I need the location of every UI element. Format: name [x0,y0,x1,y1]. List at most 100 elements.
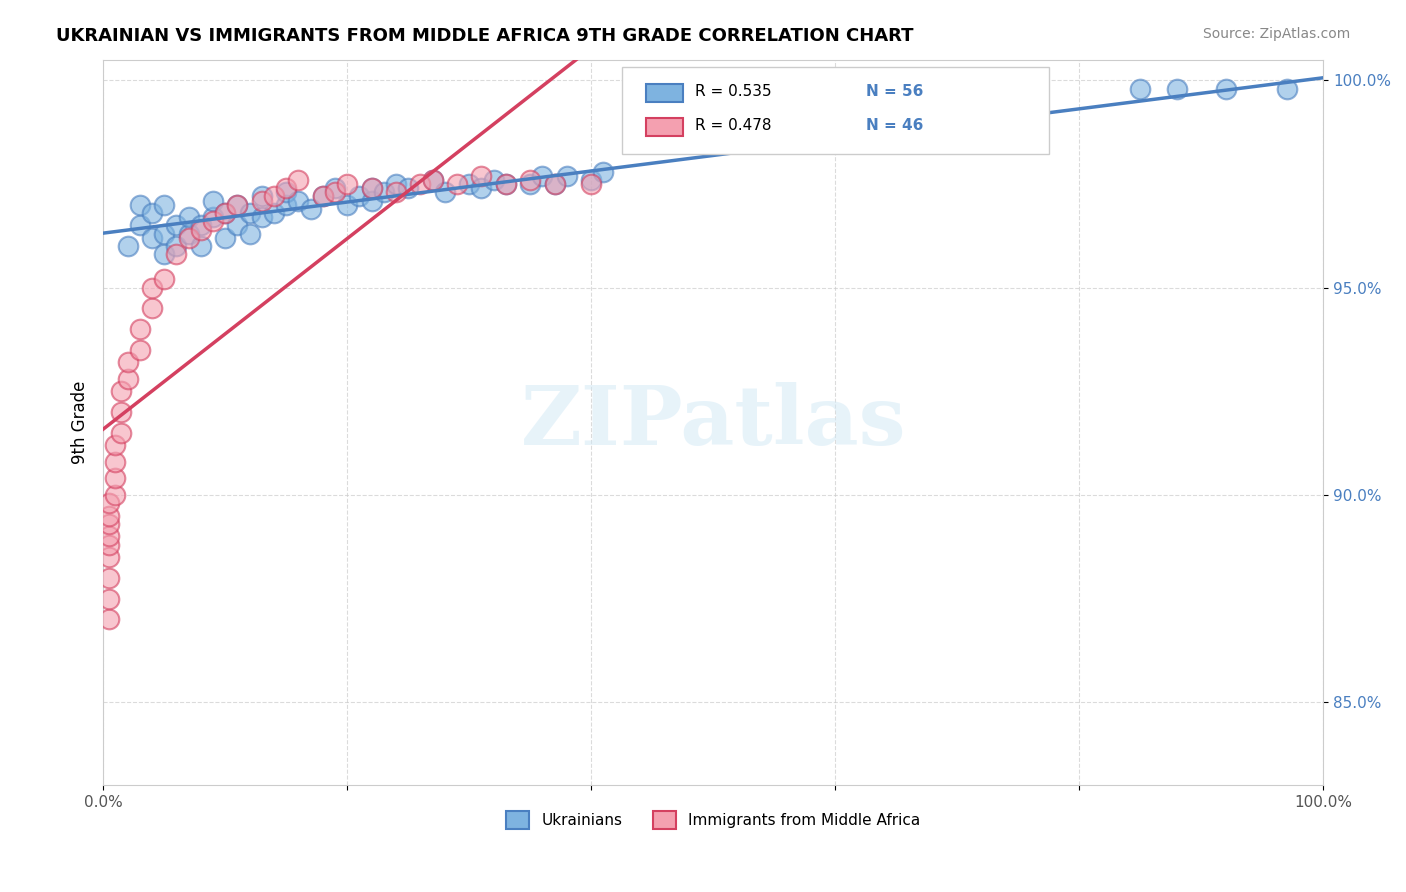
Point [250,189,273,203]
Point [165,247,187,261]
Point [110,384,132,399]
Point [592,164,614,178]
Point [287,194,309,208]
Point [104,488,127,502]
Text: UKRAINIAN VS IMMIGRANTS FROM MIDDLE AFRICA 9TH GRADE CORRELATION CHART: UKRAINIAN VS IMMIGRANTS FROM MIDDLE AFRI… [56,27,914,45]
FancyBboxPatch shape [647,84,683,102]
Point [495,177,517,191]
Point [1215,81,1237,95]
Point [238,227,260,241]
Point [531,169,554,183]
Point [226,197,249,211]
Point [543,177,565,191]
Point [110,425,132,440]
Point [360,181,382,195]
Point [312,189,335,203]
Point [104,438,127,452]
Point [226,197,249,211]
Point [349,189,371,203]
Point [201,210,224,224]
Point [409,177,432,191]
Text: Source: ZipAtlas.com: Source: ZipAtlas.com [1202,27,1350,41]
Point [98,516,121,531]
Point [214,206,236,220]
Point [323,186,346,200]
Point [190,239,212,253]
Point [141,206,163,220]
Point [214,206,236,220]
Point [141,301,163,316]
Point [470,169,492,183]
Point [446,177,468,191]
Point [226,219,249,233]
Point [190,219,212,233]
Point [117,355,139,369]
Point [98,538,121,552]
Point [1275,81,1298,95]
Point [110,405,132,419]
Point [141,231,163,245]
Point [579,177,602,191]
Point [1129,81,1152,95]
Point [323,181,346,195]
Point [117,239,139,253]
Y-axis label: 9th Grade: 9th Grade [72,381,89,464]
Point [98,508,121,523]
Text: ZIPatlas: ZIPatlas [520,383,905,462]
Point [360,181,382,195]
Point [153,197,176,211]
Point [177,210,200,224]
Point [98,550,121,565]
Point [177,227,200,241]
Point [385,177,408,191]
Point [360,194,382,208]
Point [153,227,176,241]
Point [396,181,419,195]
Point [336,197,359,211]
Point [177,231,200,245]
Point [165,239,187,253]
Text: R = 0.478: R = 0.478 [695,118,772,133]
Point [98,591,121,606]
Text: N = 46: N = 46 [866,118,924,133]
Point [128,219,150,233]
Point [128,343,150,357]
Point [214,231,236,245]
Point [579,173,602,187]
Point [385,186,408,200]
Point [276,197,298,211]
Point [201,194,224,208]
Point [190,222,212,236]
Point [312,189,335,203]
Point [555,169,578,183]
Point [201,214,224,228]
Point [519,177,541,191]
Point [128,322,150,336]
Text: R = 0.535: R = 0.535 [695,84,772,99]
Legend: Ukrainians, Immigrants from Middle Africa: Ukrainians, Immigrants from Middle Afric… [501,805,927,836]
Point [495,177,517,191]
Point [543,177,565,191]
Text: N = 56: N = 56 [866,84,924,99]
Point [128,197,150,211]
Point [482,173,505,187]
Point [98,496,121,510]
Point [98,571,121,585]
Point [263,189,285,203]
Point [884,123,907,137]
Point [263,206,285,220]
FancyBboxPatch shape [621,67,1049,154]
Point [141,280,163,294]
Point [104,455,127,469]
Point [165,219,187,233]
Point [98,612,121,626]
Point [250,210,273,224]
Point [153,247,176,261]
Point [153,272,176,286]
Point [238,206,260,220]
Point [422,173,444,187]
FancyBboxPatch shape [647,118,683,136]
Point [104,471,127,485]
Point [117,372,139,386]
Point [1166,81,1188,95]
